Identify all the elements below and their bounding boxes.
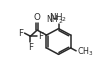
Text: O: O — [33, 13, 40, 22]
Text: F: F — [38, 32, 43, 41]
Text: NH: NH — [46, 15, 58, 24]
Text: CH$_3$: CH$_3$ — [77, 45, 94, 58]
Text: NH$_2$: NH$_2$ — [49, 11, 68, 24]
Text: F: F — [28, 43, 33, 52]
Text: F: F — [19, 29, 24, 38]
Text: 2: 2 — [58, 20, 62, 24]
